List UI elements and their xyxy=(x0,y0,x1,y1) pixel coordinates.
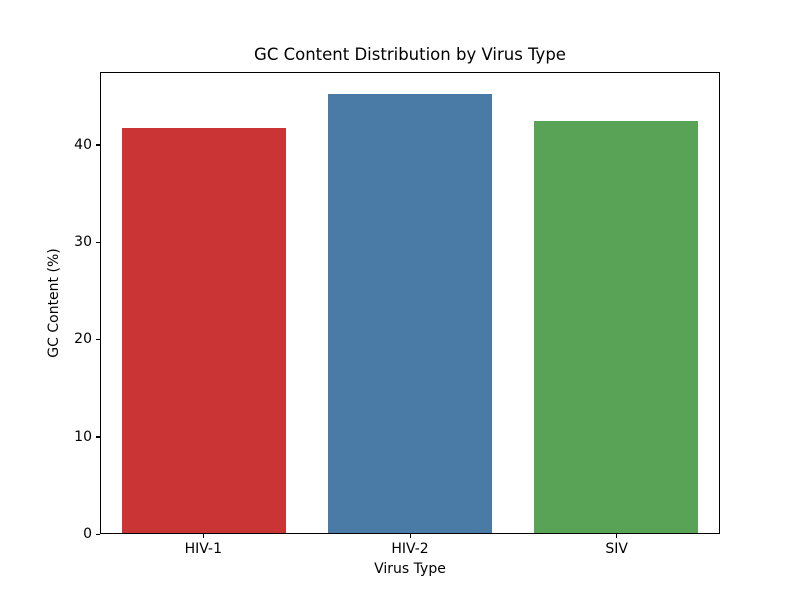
bar-hiv-1 xyxy=(121,128,287,533)
y-tick-label-30: 30 xyxy=(74,234,92,251)
plot-area xyxy=(100,72,720,534)
x-tick-mark-hiv-1 xyxy=(202,534,205,538)
x-tick-label-hiv-1: HIV-1 xyxy=(184,541,223,557)
y-tick-mark-0 xyxy=(96,533,100,535)
y-tick-label-0: 0 xyxy=(83,526,92,542)
x-tick-mark-siv xyxy=(616,534,618,538)
y-tick-label-20: 20 xyxy=(74,331,92,348)
y-tick-label-40: 40 xyxy=(74,136,92,153)
y-tick-label-10: 10 xyxy=(74,428,92,445)
y-tick-mark-10 xyxy=(96,436,100,438)
x-tick-label-siv: SIV xyxy=(605,541,628,557)
x-axis-label: Virus Type xyxy=(374,561,446,577)
y-tick-mark-40 xyxy=(96,144,100,146)
bar-siv xyxy=(533,121,699,533)
y-tick-mark-20 xyxy=(96,338,100,341)
bar-hiv-2 xyxy=(327,94,493,533)
x-tick-mark-hiv-2 xyxy=(409,534,411,538)
chart-title: GC Content Distribution by Virus Type xyxy=(254,45,566,64)
y-tick-mark-30 xyxy=(96,241,100,243)
x-tick-label-hiv-2: HIV-2 xyxy=(391,541,429,557)
